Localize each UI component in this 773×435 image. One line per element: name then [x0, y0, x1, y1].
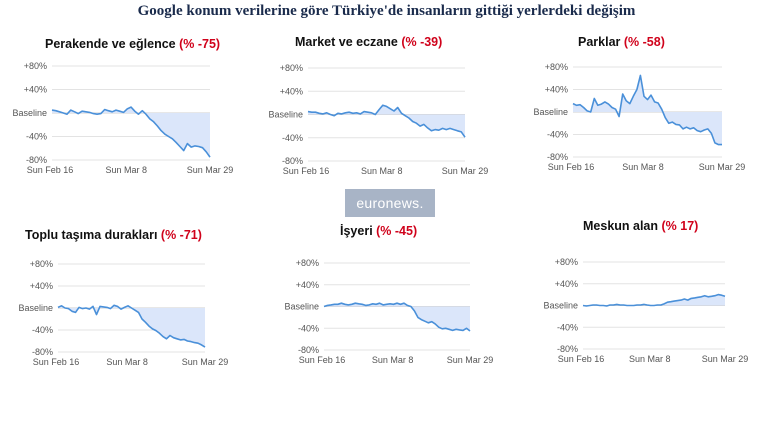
- x-tick-label: Sun Feb 16: [548, 162, 595, 172]
- area-fill: [324, 303, 470, 331]
- y-tick-label: +40%: [30, 281, 53, 291]
- y-tick-label: -40%: [32, 325, 53, 335]
- x-tick-label: Sun Feb 16: [299, 355, 346, 365]
- chart-title-text: Market ve eczane: [295, 35, 402, 49]
- series-line: [323, 302, 471, 332]
- x-tick-label: Sun Mar 8: [622, 162, 664, 172]
- y-tick-label: +40%: [545, 85, 568, 95]
- chart-main-title: Google konum verilerine göre Türkiye'de …: [137, 3, 636, 19]
- x-tick-label: Sun Mar 8: [361, 166, 403, 176]
- area-fill: [52, 107, 210, 158]
- y-tick-label: -40%: [547, 130, 568, 140]
- y-tick-label: +40%: [24, 85, 47, 95]
- y-tick-label: Baseline: [533, 107, 568, 117]
- chart-title-text: Perakende ve eğlence: [45, 37, 180, 51]
- area-fill: [583, 294, 725, 306]
- y-tick-label: -40%: [26, 132, 47, 142]
- y-tick-label: +80%: [545, 62, 568, 72]
- y-tick-label: -40%: [298, 323, 319, 333]
- chart-percent-change: (% -75): [179, 37, 221, 51]
- series-line: [51, 106, 211, 158]
- x-tick-label: Sun Mar 29: [442, 166, 489, 176]
- chart-title: Perakende ve eğlence (% -75): [45, 37, 220, 51]
- y-tick-label: -80%: [26, 155, 47, 165]
- y-tick-label: +40%: [280, 86, 303, 96]
- y-tick-label: -40%: [282, 133, 303, 143]
- y-tick-label: -40%: [557, 322, 578, 332]
- x-tick-label: Sun Mar 29: [182, 357, 229, 367]
- y-tick-label: +80%: [280, 63, 303, 73]
- y-tick-label: +80%: [555, 257, 578, 267]
- x-tick-label: Sun Mar 29: [702, 354, 749, 364]
- chart-title: Parklar (% -58): [578, 35, 665, 49]
- y-tick-label: -80%: [282, 156, 303, 166]
- x-tick-label: Sun Feb 16: [33, 357, 80, 367]
- euronews-logo: euronews.: [345, 189, 435, 217]
- chart-percent-change: (% -45): [376, 224, 418, 238]
- y-tick-label: Baseline: [543, 301, 578, 311]
- x-tick-label: Sun Mar 8: [372, 355, 414, 365]
- x-tick-label: Sun Mar 8: [629, 354, 671, 364]
- x-tick-label: Sun Mar 29: [699, 162, 746, 172]
- y-tick-label: +40%: [296, 280, 319, 290]
- y-tick-label: -80%: [298, 345, 319, 355]
- y-tick-label: Baseline: [268, 110, 303, 120]
- x-tick-label: Sun Feb 16: [283, 166, 330, 176]
- y-tick-label: Baseline: [18, 303, 53, 313]
- chart-title: İşyeri (% -45): [340, 224, 417, 238]
- chart-title: Toplu taşıma durakları (% -71): [25, 228, 202, 242]
- x-tick-label: Sun Feb 16: [558, 354, 605, 364]
- chart-title-text: Toplu taşıma durakları: [25, 228, 161, 242]
- chart-percent-change: (% -39): [401, 35, 443, 49]
- series-line: [57, 304, 206, 348]
- y-tick-label: -80%: [547, 152, 568, 162]
- series-line: [572, 74, 722, 146]
- series-line: [307, 104, 466, 138]
- y-tick-label: Baseline: [284, 302, 319, 312]
- series-line: [582, 293, 726, 307]
- y-tick-label: -80%: [32, 347, 53, 357]
- y-tick-label: +40%: [555, 279, 578, 289]
- y-tick-label: +80%: [296, 258, 319, 268]
- y-tick-label: +80%: [30, 259, 53, 269]
- y-tick-label: Baseline: [12, 108, 47, 118]
- chart-title-text: İşyeri: [340, 224, 377, 238]
- x-tick-label: Sun Mar 29: [187, 165, 234, 175]
- y-tick-label: +80%: [24, 61, 47, 71]
- chart-percent-change: (% -71): [160, 228, 202, 242]
- chart-percent-change: (% 17): [661, 219, 699, 233]
- chart-title: Meskun alan (% 17): [583, 219, 698, 233]
- x-tick-label: Sun Mar 29: [447, 355, 494, 365]
- chart-percent-change: (% -58): [623, 35, 665, 49]
- x-tick-label: Sun Feb 16: [27, 165, 74, 175]
- chart-title-text: Parklar: [578, 35, 624, 49]
- chart-title: Market ve eczane (% -39): [295, 35, 442, 49]
- chart-title-text: Meskun alan: [583, 219, 662, 233]
- y-tick-label: -80%: [557, 344, 578, 354]
- x-tick-label: Sun Mar 8: [105, 165, 147, 175]
- x-tick-label: Sun Mar 8: [106, 357, 148, 367]
